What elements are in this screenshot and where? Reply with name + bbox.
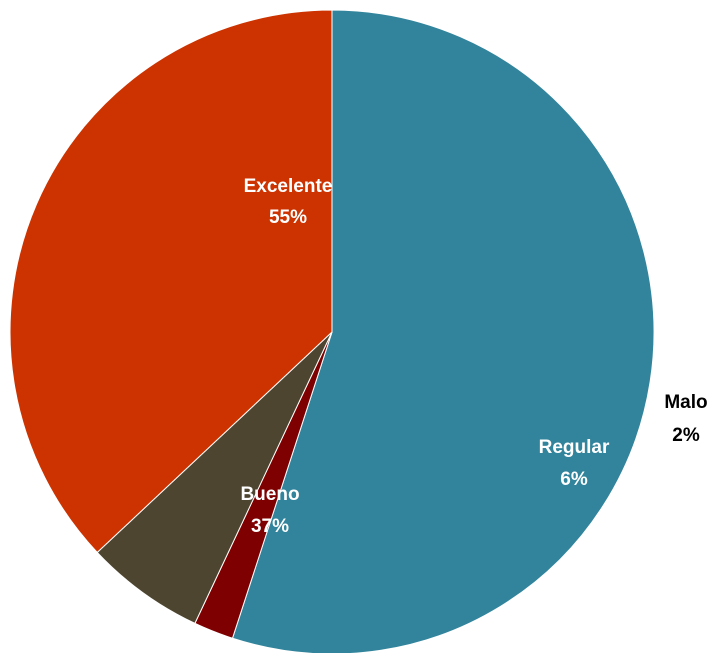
slice-label-malo: Malo (664, 392, 707, 413)
pie-slice-excelente (231, 9, 655, 653)
slice-label-regular: Regular (539, 437, 610, 458)
slice-value-regular: 6% (560, 469, 588, 490)
slice-label-excelente: Excelente (244, 176, 333, 197)
slice-value-bueno: 37% (251, 516, 289, 537)
slice-value-excelente: 55% (269, 207, 307, 228)
slice-label-bueno: Bueno (240, 484, 299, 505)
pie-slice-bueno (9, 9, 333, 554)
pie-slices (9, 9, 655, 653)
slice-labels: Excelente 55% Malo 2% Regular 6% Bueno 37% (240, 176, 707, 537)
pie-slice-regular (96, 331, 333, 625)
slice-value-malo: 2% (672, 425, 700, 446)
